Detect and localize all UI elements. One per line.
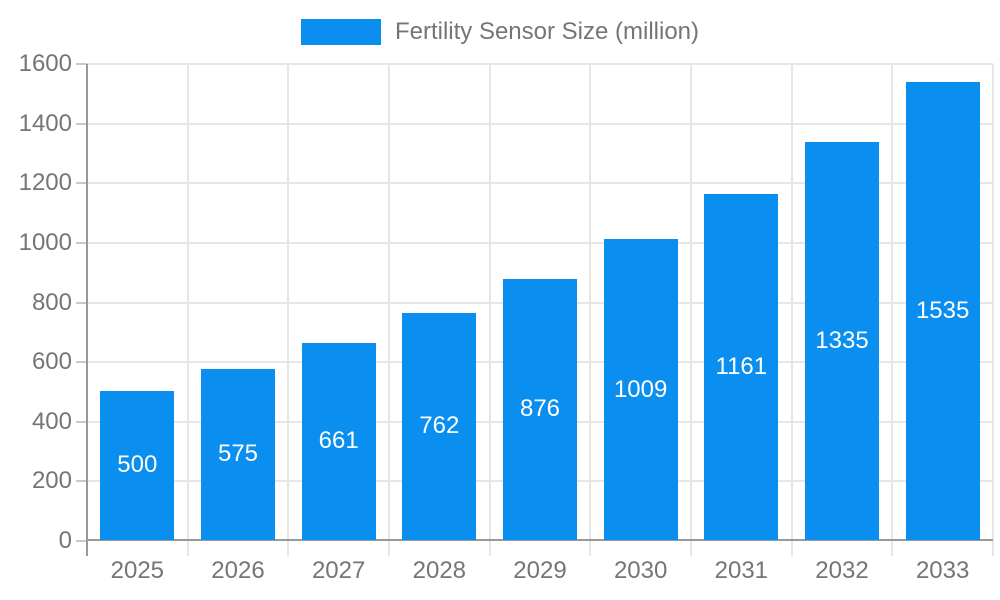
y-axis-label: 1200: [18, 169, 72, 197]
y-axis-label: 1400: [18, 109, 72, 137]
x-axis-label: 2031: [714, 557, 769, 584]
legend-swatch: [300, 19, 381, 45]
x-axis-label: 2027: [311, 557, 366, 584]
x-gridline: [488, 64, 491, 556]
plot-area: 0 200 400 600 800 1000 1200 1400 1600 500 2025 575 2…: [19, 51, 994, 584]
x-gridline: [388, 64, 390, 556]
x-axis-label: 2033: [915, 557, 970, 584]
y-axis-line: [86, 64, 88, 556]
bar-value-label: 1535: [915, 297, 970, 325]
y-gridline: [87, 241, 993, 244]
x-axis-label: 2030: [613, 557, 668, 584]
bar-value-label: 661: [318, 427, 359, 455]
bar-2033: 1535: [905, 82, 980, 540]
y-axis-tick: [76, 63, 87, 65]
bar-2028: 762: [402, 312, 477, 540]
y-gridline: [87, 182, 993, 185]
bar-2027: 661: [301, 342, 376, 540]
y-axis-label: 200: [31, 467, 72, 495]
bar-value-label: 575: [217, 440, 259, 468]
x-axis-label: 2032: [815, 557, 869, 584]
bar-2029: 876: [503, 278, 577, 540]
bar-value-label: 500: [117, 451, 158, 479]
y-axis-label: 400: [31, 407, 72, 435]
y-axis-tick: [76, 241, 87, 244]
y-axis-tick: [76, 182, 87, 185]
bar-2032: 1335: [805, 142, 879, 540]
x-axis-line: [87, 539, 993, 541]
bar-2025: 500: [100, 390, 175, 540]
x-gridline: [690, 64, 692, 556]
x-axis-label: 2026: [211, 557, 265, 584]
bar-2031: 1161: [704, 193, 779, 540]
y-axis-label: 1000: [18, 228, 72, 256]
y-gridline: [87, 63, 993, 65]
x-gridline: [790, 64, 793, 556]
bar-value-label: 1009: [613, 375, 668, 403]
bar-value-label: 1161: [715, 352, 768, 380]
y-axis-label: 0: [58, 527, 72, 554]
y-axis-tick: [76, 361, 87, 364]
x-axis-label: 2025: [110, 557, 165, 584]
x-gridline: [589, 64, 592, 556]
x-gridline: [287, 64, 290, 556]
y-axis-tick: [76, 480, 87, 483]
y-axis-tick: [76, 301, 87, 304]
x-gridline: [992, 64, 994, 556]
bar-value-label: 1335: [815, 327, 869, 354]
y-axis-label: 600: [31, 348, 72, 376]
y-axis-label: 800: [31, 288, 72, 316]
bar-2030: 1009: [603, 239, 678, 540]
x-axis-label: 2028: [412, 557, 467, 584]
x-axis-label: 2029: [513, 557, 567, 584]
legend: Fertility Sensor Size (million): [0, 18, 1000, 46]
y-axis-tick: [76, 420, 87, 423]
bar-2026: 575: [201, 368, 275, 540]
bar-value-label: 762: [419, 412, 460, 440]
legend-label: Fertility Sensor Size (million): [394, 18, 700, 45]
y-gridline: [87, 122, 993, 125]
bar-value-label: 876: [519, 395, 561, 423]
x-gridline: [891, 64, 894, 556]
y-axis-tick: [76, 540, 87, 542]
x-gridline: [186, 64, 189, 556]
y-axis-label: 1600: [18, 50, 72, 77]
y-axis-tick: [76, 122, 87, 125]
